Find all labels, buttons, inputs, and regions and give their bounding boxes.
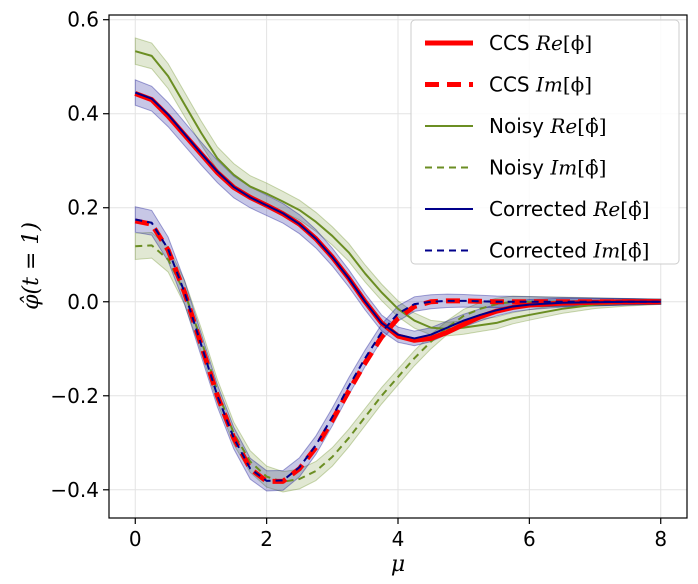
legend-label-plain: Corrected bbox=[489, 239, 593, 263]
legend-entry: CCS Im[ϕ] bbox=[425, 73, 592, 97]
band-corrected-re bbox=[134, 79, 662, 347]
legend-label: Corrected Re[ϕ̂] bbox=[489, 197, 650, 221]
legend-label: Noisy Im[ϕ̂] bbox=[489, 156, 607, 180]
x-tick-label: 4 bbox=[392, 527, 405, 551]
legend-label-italic: Im bbox=[592, 239, 620, 263]
legend-label-italic: Im bbox=[549, 156, 577, 180]
line-corrected-im bbox=[135, 218, 661, 482]
legend-entry: Noisy Im[ϕ̂] bbox=[425, 156, 607, 180]
legend-label-bracket: [ϕ̂] bbox=[620, 197, 649, 221]
legend-label-plain: Corrected bbox=[489, 197, 593, 221]
x-tick-label: 6 bbox=[523, 527, 536, 551]
legend-label-plain: CCS bbox=[489, 31, 536, 55]
y-tick-label: 0.0 bbox=[67, 290, 99, 314]
legend-entry: Corrected Re[ϕ̂] bbox=[425, 197, 650, 221]
legend-label: CCS Re[ϕ] bbox=[489, 31, 592, 55]
y-tick-label: 0.4 bbox=[67, 102, 99, 126]
line-corrected-re bbox=[134, 91, 661, 340]
y-tick-label: 0.6 bbox=[67, 8, 99, 32]
legend-label-bracket: [ϕ] bbox=[563, 73, 592, 97]
legend-label-italic: Re bbox=[549, 114, 577, 138]
legend-label-italic: Re bbox=[535, 31, 563, 55]
legend-label-bracket: [ϕ̂] bbox=[577, 114, 606, 138]
legend-label-bracket: [ϕ̂] bbox=[577, 156, 606, 180]
y-tick-label: −0.2 bbox=[50, 384, 99, 408]
y-tick-label: 0.2 bbox=[67, 196, 99, 220]
legend-label-plain: Noisy bbox=[489, 114, 550, 138]
legend-entry: CCS Re[ϕ] bbox=[425, 31, 592, 55]
legend-label-bracket: [ϕ̂] bbox=[620, 239, 649, 263]
legend-label: Noisy Re[ϕ̂] bbox=[489, 114, 607, 138]
legend-label: Corrected Im[ϕ̂] bbox=[489, 239, 649, 263]
legend-box bbox=[410, 19, 680, 265]
legend-label-plain: Noisy bbox=[489, 156, 550, 180]
x-axis-label: μ bbox=[391, 552, 405, 577]
legend-label-plain: CCS bbox=[489, 73, 536, 97]
x-tick-label: 0 bbox=[129, 527, 142, 551]
y-axis-label-text: φ̂(t = 1) bbox=[19, 222, 44, 310]
legend-entry: Corrected Im[ϕ̂] bbox=[425, 239, 649, 263]
legend-label-bracket: [ϕ] bbox=[563, 31, 592, 55]
legend-label-italic: Re bbox=[592, 197, 620, 221]
series-lines bbox=[134, 50, 661, 484]
legend-label-italic: Im bbox=[535, 73, 563, 97]
legend-label: CCS Im[ϕ] bbox=[489, 73, 592, 97]
line-noisy-re bbox=[134, 50, 661, 331]
axis-ticks: 0 2 4 6 8 −0.4 −0.2 0.0 0.2 0.4 0.6 bbox=[50, 8, 667, 551]
y-tick-label: −0.4 bbox=[50, 478, 99, 502]
legend-entry: Noisy Re[ϕ̂] bbox=[425, 114, 607, 138]
x-tick-label: 8 bbox=[654, 527, 667, 551]
x-tick-label: 2 bbox=[260, 527, 273, 551]
legend: CCS Re[ϕ]CCS Im[ϕ]Noisy Re[ϕ̂]Noisy Im[ϕ… bbox=[410, 19, 680, 265]
band-corrected-im bbox=[134, 206, 662, 492]
y-axis-label: φ̂(t = 1) bbox=[19, 222, 44, 310]
